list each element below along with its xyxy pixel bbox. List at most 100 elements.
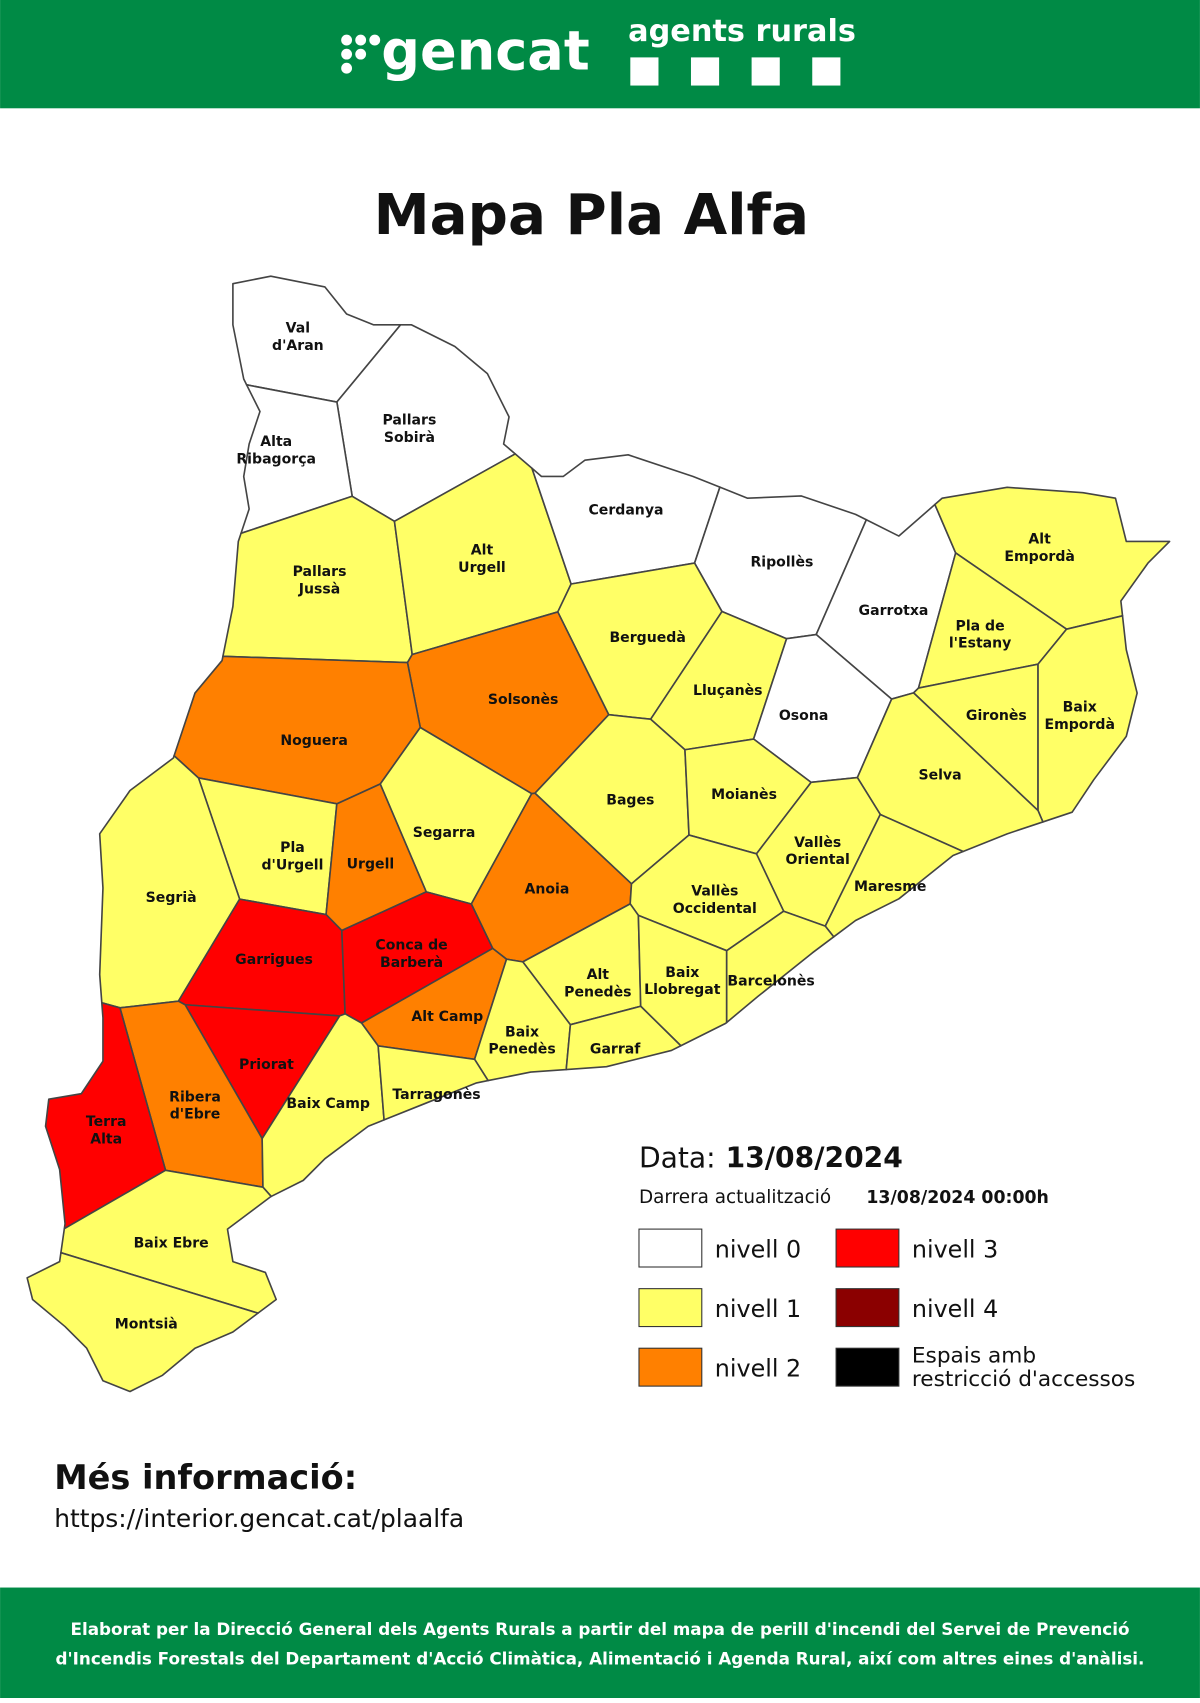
region xyxy=(26,1251,259,1393)
region-label: Moianès xyxy=(711,787,777,803)
info-url[interactable]: https://interior.gencat.cat/plaalfa xyxy=(54,1504,464,1533)
legend-label: Espais amb xyxy=(912,1343,1036,1368)
region-label: Baix xyxy=(505,1024,539,1040)
brand: gencat xyxy=(381,19,589,82)
region-label: Maresme xyxy=(854,879,927,895)
region xyxy=(725,910,835,1024)
legend-swatch xyxy=(638,1228,703,1268)
region-label: Baix xyxy=(665,965,699,981)
region-label: Vallès xyxy=(794,835,841,851)
region xyxy=(261,1013,385,1198)
title: Mapa Pla Alfa xyxy=(374,183,809,248)
footer-band xyxy=(0,1587,1200,1698)
region-label: Pallars xyxy=(293,564,347,580)
unit-squares xyxy=(630,57,841,86)
region xyxy=(240,384,354,535)
region-label: Baix Camp xyxy=(286,1096,370,1112)
region-label: Alta xyxy=(90,1132,122,1148)
region-label: Segarra xyxy=(413,825,476,841)
region-label: l'Estany xyxy=(949,636,1012,652)
region-label: Segrià xyxy=(146,890,197,906)
region-label: Barcelonès xyxy=(727,973,814,989)
region-label: Empordà xyxy=(1044,717,1114,733)
region xyxy=(44,1001,167,1230)
legend-swatch xyxy=(638,1288,703,1328)
date-value: 13/08/2024 xyxy=(726,1141,903,1174)
region-label: Bages xyxy=(606,793,654,809)
region-label: Baix Ebre xyxy=(134,1236,209,1252)
region-label: Lluçanès xyxy=(693,683,763,699)
gencat-logo-mark xyxy=(341,34,381,74)
region-label: d'Aran xyxy=(272,338,324,354)
region-label: Baix xyxy=(1063,699,1097,715)
region-label: Barberà xyxy=(380,955,443,971)
update-value: 13/08/2024 00:00h xyxy=(866,1188,1048,1208)
region-label: Urgell xyxy=(347,856,395,872)
region-label: Sobirà xyxy=(384,430,435,446)
legend-swatch xyxy=(835,1288,900,1328)
region-label: Occidental xyxy=(673,901,757,917)
region xyxy=(565,1005,682,1071)
region-label: Terra xyxy=(86,1114,127,1130)
region-label: Berguedà xyxy=(609,630,685,646)
legend-label: nivell 0 xyxy=(715,1235,801,1263)
region-label: Montsià xyxy=(115,1317,178,1333)
legend-label: nivell 4 xyxy=(912,1295,998,1323)
region-label: Conca de xyxy=(375,938,447,954)
footer-line: Elaborat per la Direcció General dels Ag… xyxy=(71,1619,1130,1639)
region-label: Tarragonès xyxy=(392,1087,480,1103)
region-label: Penedès xyxy=(488,1042,555,1058)
region-label: Anoia xyxy=(525,881,570,897)
region xyxy=(824,813,964,938)
region-label: Llobregat xyxy=(644,982,721,998)
unit-name: agents rurals xyxy=(628,14,856,49)
region-label: Priorat xyxy=(239,1057,294,1073)
region-label: Val xyxy=(286,320,310,336)
region-label: d'Ebre xyxy=(170,1107,221,1123)
region xyxy=(1037,614,1138,823)
region-label: Oriental xyxy=(786,852,850,868)
legend-swatch xyxy=(638,1347,703,1387)
region-label: Ripollès xyxy=(750,554,813,570)
region-label: Solsonès xyxy=(488,692,559,708)
region-label: Alt xyxy=(587,967,610,983)
map: Vald'AranPallarsSobiràAltaRibagorçaPalla… xyxy=(26,275,1171,1393)
region-label: Pla xyxy=(280,840,305,856)
region-label: Empordà xyxy=(1004,549,1074,565)
header-band xyxy=(0,0,1200,109)
region-label: Ribagorça xyxy=(236,451,316,467)
legend-swatch xyxy=(835,1347,900,1387)
region-label: Alt xyxy=(471,542,494,558)
region-label: Osona xyxy=(779,708,829,724)
footer-line: d'Incendis Forestals del Departament d'A… xyxy=(56,1648,1145,1668)
region-label: Penedès xyxy=(564,984,631,1000)
region-label: Jussà xyxy=(298,581,340,597)
region-label: Selva xyxy=(918,768,961,784)
legend-label: restricció d'accessos xyxy=(912,1367,1135,1392)
region-label: Noguera xyxy=(280,733,347,749)
region-label: d'Urgell xyxy=(261,858,323,874)
region-label: Alt xyxy=(1028,532,1051,548)
legend: nivell 0 nivell 1 nivell 2 nivell 3 nivell 4… xyxy=(638,1228,1135,1392)
region-label: Alta xyxy=(260,434,292,450)
region-label: Urgell xyxy=(458,560,506,576)
update-label: Darrera actualització xyxy=(639,1187,831,1208)
region xyxy=(60,1169,278,1314)
region-label: Garraf xyxy=(590,1042,641,1058)
date-label: Data: xyxy=(639,1141,716,1174)
legend-label: nivell 1 xyxy=(715,1295,801,1323)
info-heading: Més informació: xyxy=(54,1458,357,1497)
region xyxy=(473,958,572,1082)
region-label: Cerdanya xyxy=(588,502,663,518)
region-label: Garrigues xyxy=(235,952,313,968)
region-label: Garrotxa xyxy=(859,603,929,619)
region-label: Ribera xyxy=(169,1089,221,1105)
legend-label: nivell 2 xyxy=(715,1354,801,1382)
region-label: Gironès xyxy=(966,708,1027,724)
region-label: Pla de xyxy=(956,618,1005,634)
region xyxy=(377,1045,489,1121)
legend-swatch xyxy=(835,1228,900,1268)
region-label: Alt Camp xyxy=(411,1009,483,1025)
